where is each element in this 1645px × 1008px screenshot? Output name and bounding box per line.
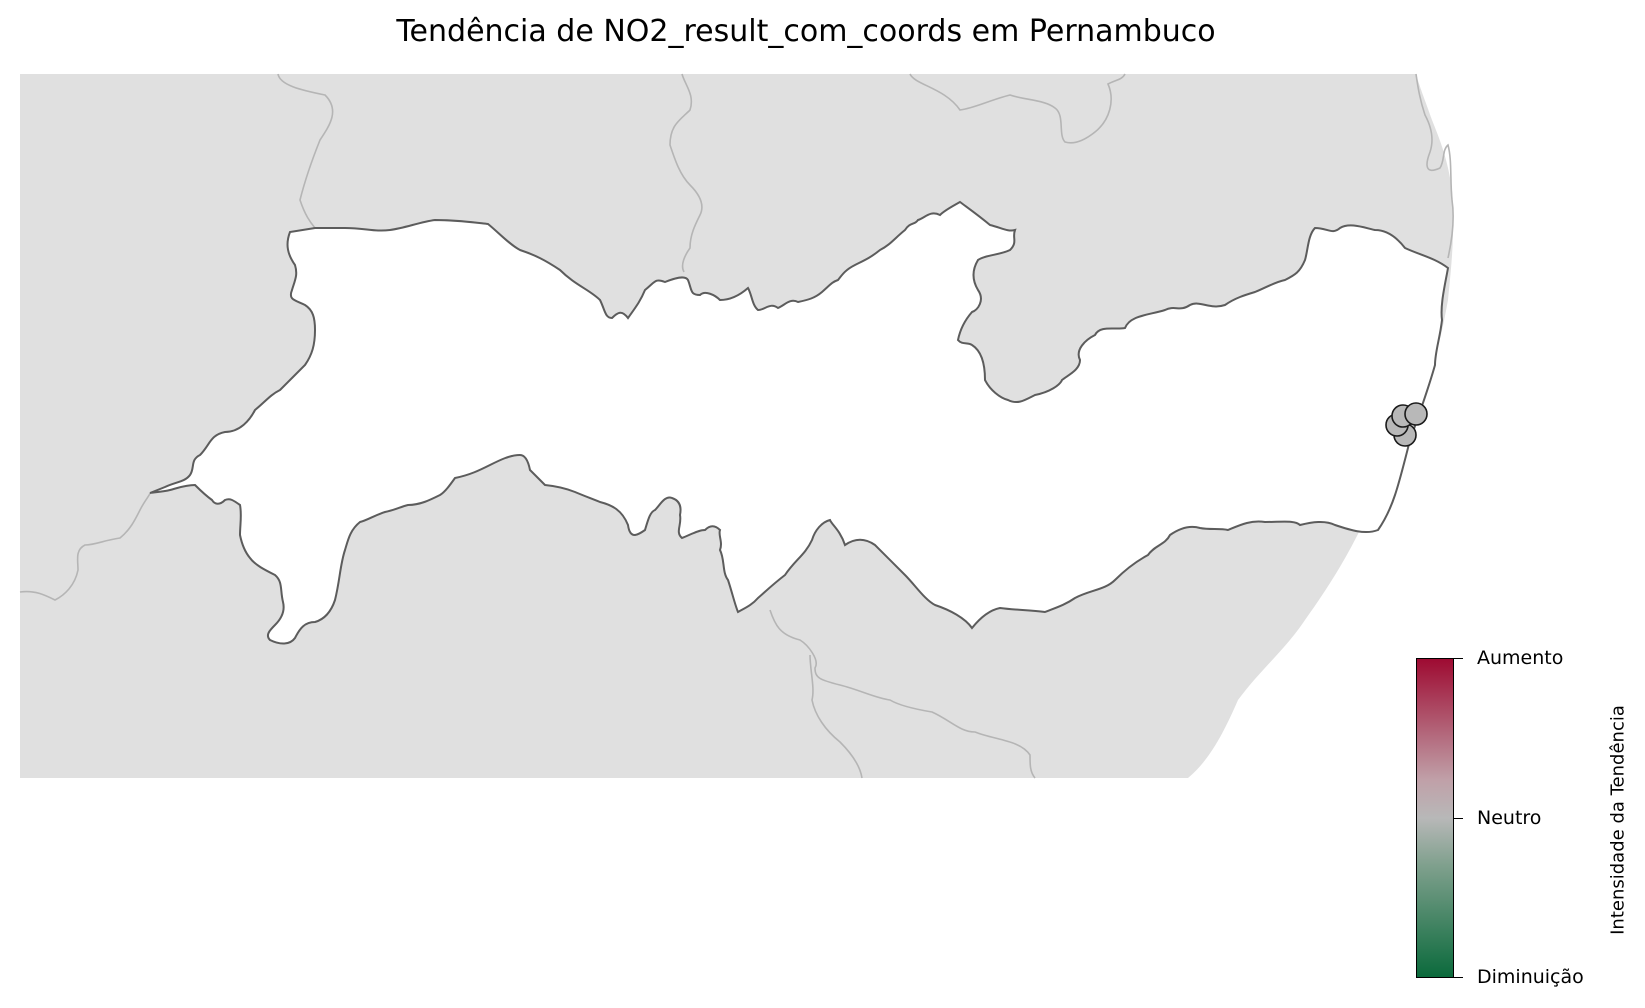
- colorbar-label-increase: Aumento: [1477, 647, 1564, 669]
- colorbar-label-decrease: Diminuição: [1477, 966, 1584, 988]
- colorbar-label-neutral: Neutro: [1477, 807, 1542, 829]
- map-title: Tendência de NO2_result_com_coords em Pe…: [396, 14, 1216, 49]
- colorbar-tick: [1454, 658, 1463, 659]
- colorbar-tick: [1454, 977, 1463, 978]
- neighbor-borders: [19, 73, 1455, 779]
- pernambuco-state: [149, 200, 1450, 645]
- station-marker[interactable]: [1404, 402, 1428, 426]
- ocean-area: [1188, 74, 1645, 778]
- colorbar-tick: [1454, 818, 1463, 819]
- colorbar: [1416, 658, 1454, 978]
- station-markers: [1385, 402, 1428, 447]
- colorbar-title: Intensidade da Tendência: [1607, 705, 1629, 935]
